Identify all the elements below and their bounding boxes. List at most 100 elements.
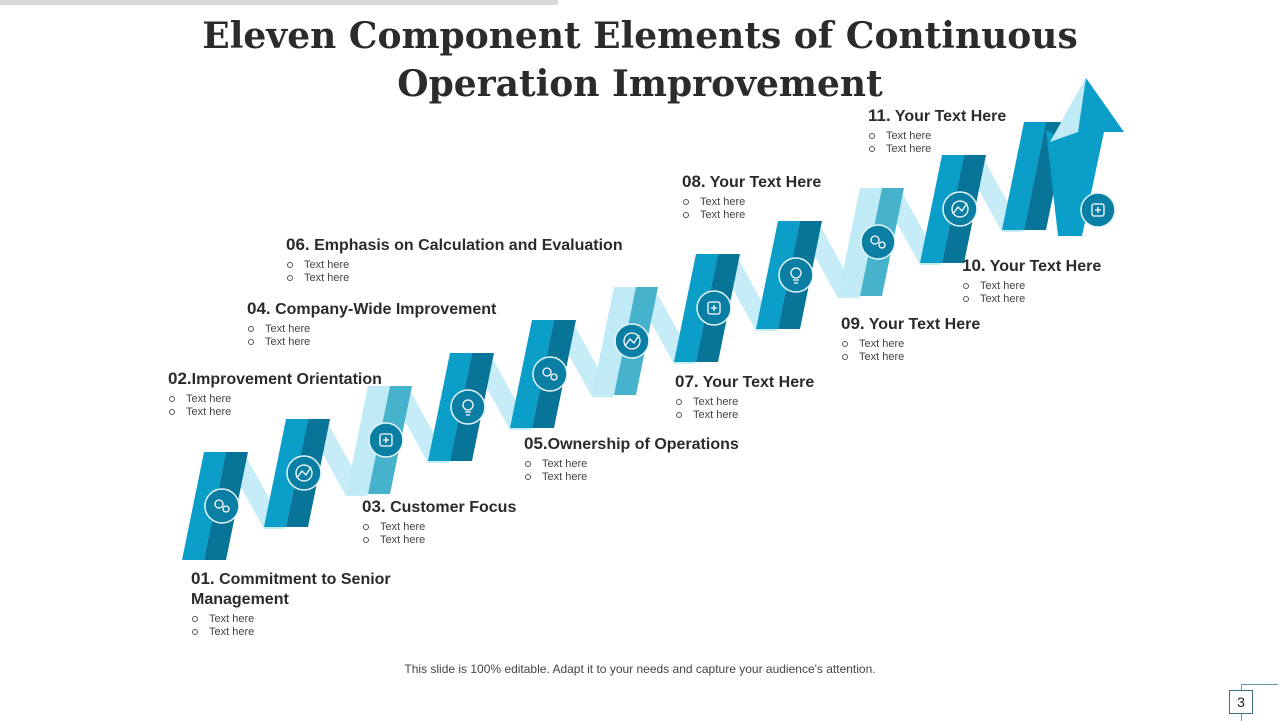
- step-bullets: Text here Text here: [286, 259, 666, 285]
- step-bullets: Text here Text here: [682, 196, 882, 222]
- ribbon-column-light: [346, 386, 390, 494]
- step-icons: [204, 191, 1116, 524]
- step-08: 08. Your Text Here Text here Text here: [682, 172, 882, 222]
- bullet-item: Text here: [675, 409, 875, 422]
- step-heading: 11. Your Text Here: [868, 106, 1068, 127]
- step-bullets: Text here Text here: [247, 323, 547, 349]
- step-bullets: Text here Text here: [191, 613, 421, 639]
- ribbon-column-light: [674, 254, 718, 362]
- ribbon-column-light: [838, 188, 882, 296]
- step-07: 07. Your Text Here Text here Text here: [675, 372, 875, 422]
- team-search-icon: [942, 191, 978, 227]
- cog-icon: [860, 224, 896, 260]
- bullet-item: Text here: [962, 293, 1162, 306]
- step-11: 11. Your Text Here Text here Text here: [868, 106, 1068, 156]
- bullet-item: Text here: [524, 458, 784, 471]
- step-label: Your Text Here: [702, 374, 815, 391]
- ribbon-column-light: [1002, 122, 1046, 230]
- step-label: Emphasis on Calculation and Evaluation: [314, 237, 623, 254]
- ribbon-column-light: [592, 287, 636, 395]
- ribbon-column-light: [510, 320, 554, 428]
- step-10: 10. Your Text Here Text here Text here: [962, 256, 1162, 306]
- step-label: Company-Wide Improvement: [275, 301, 497, 318]
- step-bullets: Text here Text here: [868, 130, 1068, 156]
- step-number: 10.: [962, 256, 986, 275]
- step-number: 11.: [868, 106, 891, 125]
- step-number: 08.: [682, 172, 706, 191]
- ribbon-column-light: [920, 155, 964, 263]
- step-heading: 08. Your Text Here: [682, 172, 882, 193]
- bullet-item: Text here: [675, 396, 875, 409]
- step-label: Ownership of Operations: [547, 436, 739, 453]
- step-number: 03.: [362, 497, 386, 516]
- step-bullets: Text here Text here: [524, 458, 784, 484]
- step-bullets: Text here Text here: [168, 393, 428, 419]
- step-label: Your Text Here: [709, 174, 822, 191]
- step-bullets: Text here Text here: [675, 396, 875, 422]
- arrow-head-highlight: [1050, 78, 1086, 142]
- head-gear-icon: [696, 290, 732, 326]
- bullet-item: Text here: [247, 336, 547, 349]
- bullet-item: Text here: [682, 196, 882, 209]
- bullet-item: Text here: [247, 323, 547, 336]
- factory-gear-icon: [532, 356, 568, 392]
- step-heading: 03. Customer Focus: [362, 497, 592, 518]
- step-05: 05.Ownership of Operations Text here Tex…: [524, 434, 784, 484]
- bullet-item: Text here: [841, 351, 1041, 364]
- person-idea-icon: [1080, 192, 1116, 228]
- top-accent-bar: [0, 0, 558, 5]
- step-label: Your Text Here: [868, 316, 981, 333]
- step-heading: 10. Your Text Here: [962, 256, 1162, 277]
- bullet-item: Text here: [286, 259, 666, 272]
- step-heading: 04. Company-Wide Improvement: [247, 299, 547, 320]
- step-label: Commitment to Senior Management: [191, 571, 391, 608]
- ribbon-column-light: [264, 419, 308, 527]
- ribbon-column-light: [182, 452, 226, 560]
- handshake-icon: [204, 488, 240, 524]
- step-bullets: Text here Text here: [962, 280, 1162, 306]
- slide-title: Eleven Component Elements of Continuous …: [202, 15, 1078, 105]
- page-number: 3: [1229, 690, 1253, 714]
- footer-note: This slide is 100% editable. Adapt it to…: [404, 662, 876, 676]
- step-label: Improvement Orientation: [191, 371, 382, 388]
- step-label: Your Text Here: [989, 258, 1102, 275]
- ribbon-column-light: [756, 221, 800, 329]
- settings-arrow-icon: [450, 389, 486, 425]
- step-09: 09. Your Text Here Text here Text here: [841, 314, 1041, 364]
- bullet-item: Text here: [868, 143, 1068, 156]
- step-heading: 07. Your Text Here: [675, 372, 875, 393]
- step-02: 02.Improvement Orientation Text here Tex…: [168, 369, 428, 419]
- step-03: 03. Customer Focus Text here Text here: [362, 497, 592, 547]
- bullet-item: Text here: [362, 521, 592, 534]
- step-heading: 01. Commitment to Senior Management: [191, 569, 421, 610]
- bullet-item: Text here: [868, 130, 1068, 143]
- step-bullets: Text here Text here: [362, 521, 592, 547]
- step-number: 01.: [191, 569, 215, 588]
- step-number: 09.: [841, 314, 865, 333]
- step-heading: 05.Ownership of Operations: [524, 434, 784, 455]
- bullet-item: Text here: [168, 406, 428, 419]
- step-number: 02.: [168, 369, 192, 388]
- step-number: 06.: [286, 235, 310, 254]
- bullet-item: Text here: [841, 338, 1041, 351]
- bullet-item: Text here: [191, 613, 421, 626]
- step-number: 05.: [524, 434, 548, 453]
- step-04: 04. Company-Wide Improvement Text here T…: [247, 299, 547, 349]
- step-heading: 06. Emphasis on Calculation and Evaluati…: [286, 235, 666, 256]
- bullet-item: Text here: [682, 209, 882, 222]
- step-06: 06. Emphasis on Calculation and Evaluati…: [286, 235, 666, 285]
- step-label: Customer Focus: [390, 499, 517, 516]
- bullet-item: Text here: [362, 534, 592, 547]
- step-01: 01. Commitment to Senior Management Text…: [191, 569, 421, 639]
- ribbon-column-light: [428, 353, 472, 461]
- calculation-icon: [614, 323, 650, 359]
- bullet-item: Text here: [168, 393, 428, 406]
- analytics-icon: [778, 257, 814, 293]
- idea-bulb-icon: [368, 422, 404, 458]
- bullet-item: Text here: [524, 471, 784, 484]
- bullet-item: Text here: [191, 626, 421, 639]
- bullet-item: Text here: [962, 280, 1162, 293]
- step-heading: 02.Improvement Orientation: [168, 369, 428, 390]
- step-number: 07.: [675, 372, 699, 391]
